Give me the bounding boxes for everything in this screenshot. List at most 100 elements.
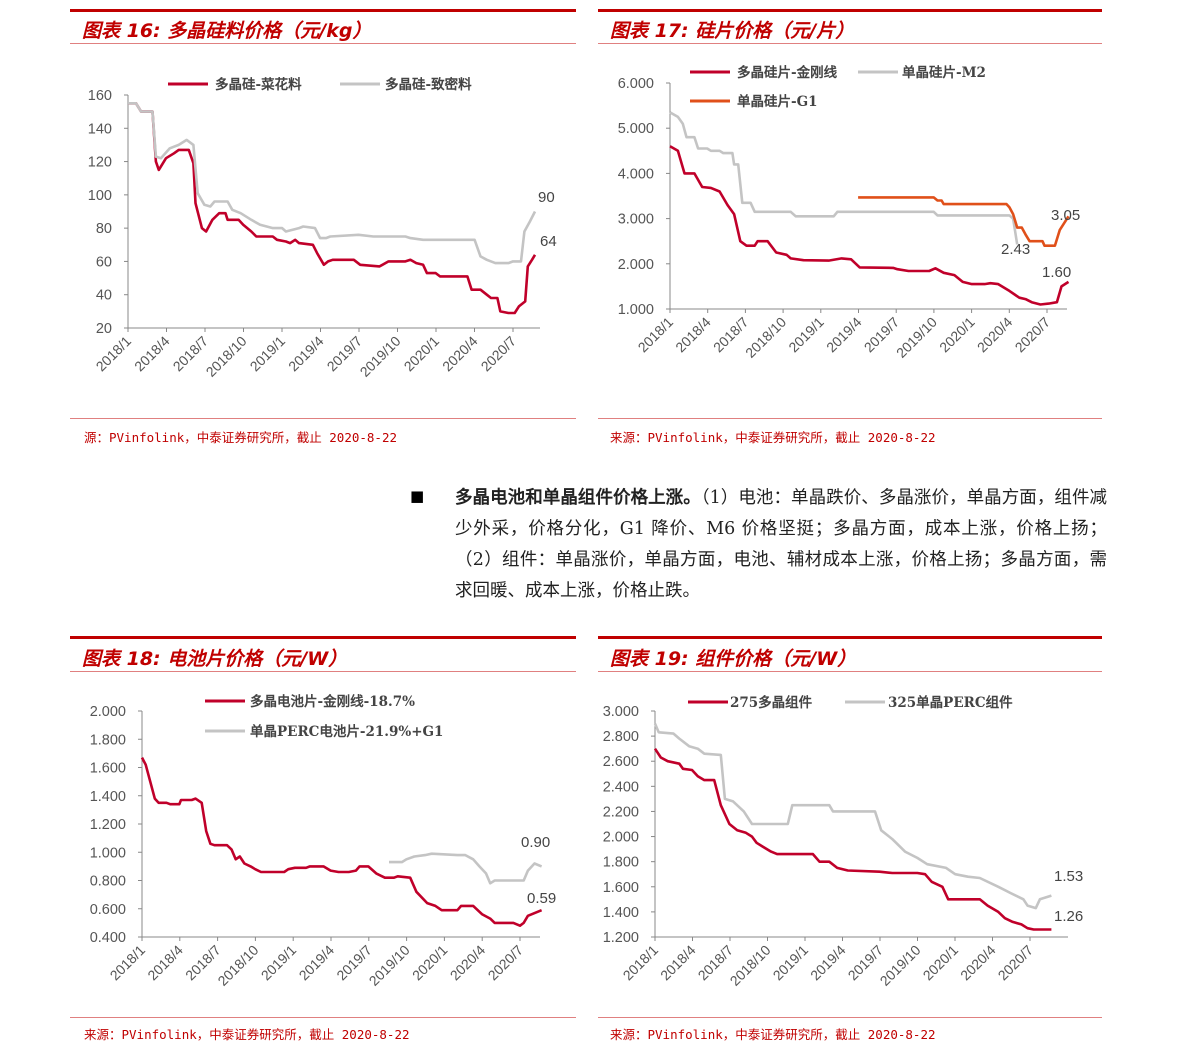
chart18-x-tick-label: 2019/10 [366,942,413,989]
chart17-x-tick-label: 2020/7 [1012,314,1054,356]
chart19-x-tick-label: 2020/4 [957,942,999,984]
chart19-x-tick-label: 2019/1 [770,942,812,984]
chart17-x-tick-label: 2020/1 [936,314,978,356]
chart16-source: 源：PVinfolink，中泰证券研究所，截止 2020-8-22 [84,430,398,445]
chart18-y-tick-label: 0.800 [90,874,126,890]
chart19-title-rule [598,671,1102,672]
chart17-y-tick-label: 1.000 [618,302,654,318]
chart18-top-rule [70,636,576,639]
chart19-x-tick-label: 2018/4 [657,942,699,984]
chart19-x-tick-label: 2019/10 [877,942,924,989]
chart17-x-tick-label: 2018/1 [635,314,677,356]
chart17-series-line-2 [669,111,1019,245]
chart16-x-tick-label: 2018/4 [131,333,173,375]
chart16-y-tick-label: 100 [88,188,112,204]
chart18-y-tick-label: 1.200 [90,817,126,833]
chart19-y-tick-label: 2.400 [603,779,639,795]
chart19-legend-label-1: 275多晶组件 [730,694,813,711]
chart19-source: 来源：PVinfolink，中泰证券研究所，截止 2020-8-22 [610,1027,936,1042]
chart16-x-tick-label: 2019/10 [357,333,404,380]
chart19-y-tick-label: 2.800 [603,729,639,745]
chart18-x-tick-label: 2018/10 [214,942,261,989]
chart18-end-value-label: 0.90 [521,834,550,851]
chart18-x-tick-label: 2018/1 [107,942,149,984]
chart19-y-tick-label: 3.000 [603,704,639,720]
bullet-marker: ■ [410,487,425,505]
chart17-series-line-3 [858,196,1070,247]
chart16-y-tick-label: 80 [96,221,112,237]
chart18-x-tick-label: 2019/1 [258,942,300,984]
chart18-legend-label-2: 单晶PERC电池片-21.9%+G1 [250,723,443,740]
chart16-y-tick-label: 160 [88,88,112,104]
chart17-x-tick-label: 2019/4 [823,314,865,356]
chart18-x-tick-label: 2018/4 [144,942,186,984]
chart18-end-value-label: 0.59 [527,890,556,907]
paragraph-text: （1）电池：单晶跌价、多晶涨价，单晶方面，组件减少外采，价格分化，G1 降价、M… [455,488,1108,601]
chart16-y-tick-label: 60 [96,254,112,270]
chart16-x-tick-label: 2018/10 [203,333,250,380]
chart19-series-line-1 [653,747,1052,931]
chart17-source-rule [598,418,1102,419]
chart16-top-rule [70,9,576,12]
chart16-x-tick-label: 2019/1 [247,333,289,375]
chart16-x-tick-label: 2018/1 [93,333,135,375]
chart18-y-tick-label: 1.000 [90,845,126,861]
chart18-y-tick-label: 0.600 [90,902,126,918]
chart17-source: 来源：PVinfolink，中泰证券研究所，截止 2020-8-22 [610,430,936,445]
chart17-y-tick-label: 3.000 [618,212,654,228]
chart18-title: 图表 18: 电池片价格（元/W） [82,648,348,670]
chart19-x-tick-label: 2019/4 [807,942,849,984]
chart17-y-tick-label: 6.000 [618,76,654,92]
chart19-y-tick-label: 1.600 [603,880,639,896]
chart16-end-value-label: 90 [538,189,555,206]
chart19-series-line-2 [653,723,1052,910]
chart18-y-tick-label: 1.600 [90,761,126,777]
chart16-title: 图表 16: 多晶硅料价格（元/kg） [82,20,372,42]
chart19-y-tick-label: 1.800 [603,855,639,871]
paragraph-lead: 多晶电池和单晶组件价格上涨。 [455,488,701,508]
chart19-y-tick-label: 2.600 [603,754,639,770]
chart17-end-value-label: 1.60 [1042,264,1071,281]
chart19-legend-label-2: 325单晶PERC组件 [888,694,1013,711]
chart19-title: 图表 19: 组件价格（元/W） [610,648,857,670]
chart17-x-tick-label: 2018/10 [742,314,789,361]
chart18-y-tick-label: 1.400 [90,789,126,805]
chart16-y-tick-label: 20 [96,321,112,337]
chart16-x-tick-label: 2020/7 [478,333,520,375]
chart19-y-tick-label: 1.400 [603,905,639,921]
chart16-title-rule [70,43,576,44]
chart17-legend-label-1: 多晶硅片-金刚线 [737,64,838,81]
chart16-x-tick-label: 2020/4 [439,333,481,375]
chart18-source-rule [70,1017,576,1018]
chart16-legend-label-2: 多晶硅-致密料 [385,76,472,93]
chart18-source: 来源：PVinfolink，中泰证券研究所，截止 2020-8-22 [84,1027,410,1042]
chart19-x-tick-label: 2018/10 [727,942,774,989]
chart16-series-line-1 [128,102,537,315]
body-paragraph: 多晶电池和单晶组件价格上涨。（1）电池：单晶跌价、多晶涨价，单晶方面，组件减少外… [455,483,1107,607]
chart19-y-tick-label: 2.200 [603,804,639,820]
chart17-end-value-label: 3.05 [1051,207,1080,224]
chart18-y-tick-label: 1.800 [90,732,126,748]
chart17-series-line-1 [669,145,1070,306]
chart16-series-line-2 [128,102,537,265]
chart17-y-tick-label: 2.000 [618,257,654,273]
chart19-y-tick-label: 2.000 [603,830,639,846]
chart17-legend-label-3: 单晶硅片-G1 [737,93,818,110]
chart16-x-tick-label: 2019/4 [285,333,327,375]
chart16-legend-label-1: 多晶硅-菜花料 [215,76,302,93]
chart18-x-tick-label: 2020/1 [409,942,451,984]
chart17-y-tick-label: 4.000 [618,166,654,182]
chart19-y-tick-label: 1.200 [603,930,639,946]
chart17-x-tick-label: 2020/4 [974,314,1016,356]
chart17-title: 图表 17: 硅片价格（元/片） [610,20,855,42]
chart19-end-value-label: 1.53 [1054,868,1083,885]
chart17-title-rule [598,43,1102,44]
chart19-source-rule [598,1017,1102,1018]
chart17-y-tick-label: 5.000 [618,121,654,137]
chart18-y-tick-label: 0.400 [90,930,126,946]
chart19-x-tick-label: 2020/1 [920,942,962,984]
chart18-x-tick-label: 2019/4 [296,942,338,984]
chart17-x-tick-label: 2019/10 [893,314,940,361]
chart17-x-tick-label: 2019/1 [785,314,827,356]
